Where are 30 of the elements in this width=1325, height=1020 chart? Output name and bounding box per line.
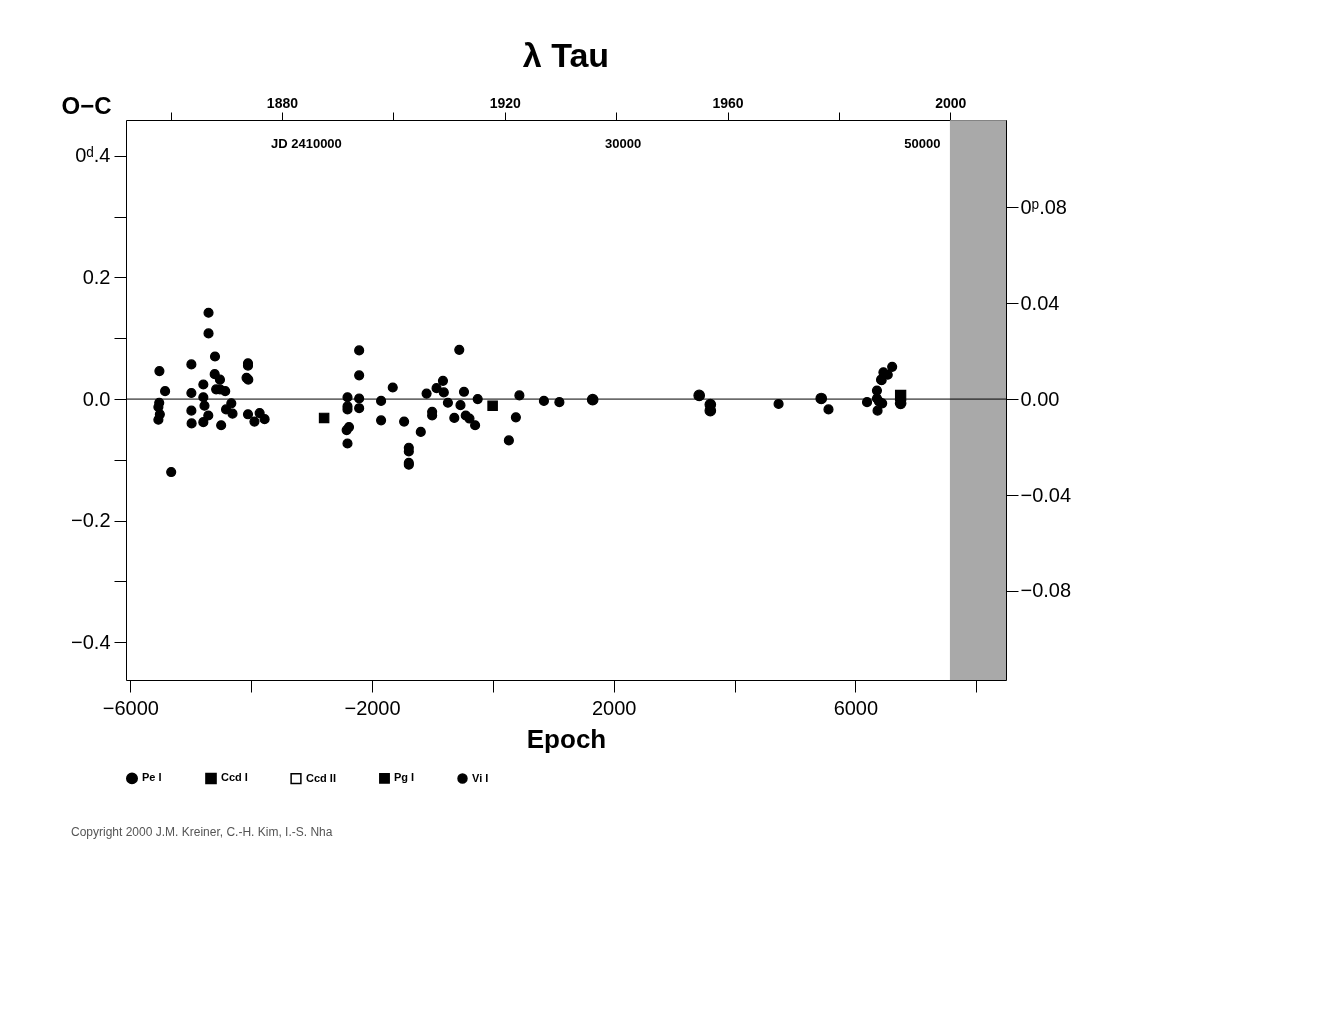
legend-label: Ccd I <box>221 771 248 784</box>
y-tick-label: −0.2 <box>71 509 111 532</box>
x-tick-label: 6000 <box>833 696 879 719</box>
legend-label: Vi I <box>472 771 489 784</box>
y-tick-label: −0.4 <box>71 630 111 653</box>
chart-title: λ Tau <box>522 36 610 74</box>
annotation: 30000 <box>605 136 642 151</box>
y-tick-label: 0.2 <box>82 265 111 288</box>
y-axis-title: O−C <box>61 91 112 119</box>
legend-label: Pe I <box>142 771 162 784</box>
y2-tick-label: 0.00 <box>1020 387 1060 410</box>
x-tick-label: −6000 <box>102 696 159 719</box>
x2-tick-label: 1960 <box>712 94 744 111</box>
y2-tick-label: 0.04 <box>1020 291 1060 314</box>
y2-tick-label: −0.04 <box>1020 483 1072 506</box>
legend-label: Pg I <box>394 771 415 784</box>
y-tick-label: 0.0 <box>82 387 111 410</box>
y2-tick-label: 0ᵖ.08 <box>1020 195 1067 218</box>
x-tick-label: 2000 <box>591 696 637 719</box>
legend-label: Ccd II <box>306 771 336 784</box>
x-axis-title: Epoch <box>526 723 607 754</box>
x2-tick-label: 2000 <box>935 94 967 111</box>
x-tick-label: −2000 <box>344 696 401 719</box>
annotation: JD 2410000 <box>270 136 342 151</box>
x2-tick-label: 1920 <box>489 94 522 111</box>
annotation: 50000 <box>904 136 941 151</box>
text: Copyright 2000 J.M. Kreiner, C.-H. Kim, I.-S. Nha <box>71 825 333 839</box>
y2-tick-label: −0.08 <box>1020 579 1072 602</box>
y-tick-label: 0ᵈ.4 <box>75 144 111 167</box>
x2-tick-label: 1880 <box>266 94 299 111</box>
